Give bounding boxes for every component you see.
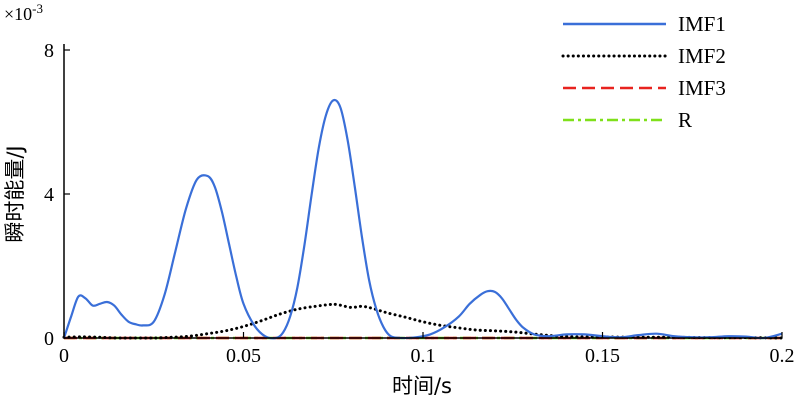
legend-label-r: R (678, 108, 692, 132)
x-tick-label: 0.05 (226, 345, 261, 367)
x-tick-label: 0 (59, 345, 69, 367)
y-tick-label: 4 (44, 184, 54, 206)
axes (63, 44, 782, 339)
x-tick-label: 0.15 (585, 345, 620, 367)
y-axis-multiplier: ×10-3 (4, 1, 43, 24)
x-axis-label: 时间/s (392, 374, 452, 398)
x-tick-label: 0.1 (411, 345, 436, 367)
y-multiplier-base: ×10 (4, 4, 32, 24)
y-multiplier-exponent: -3 (32, 1, 43, 16)
ticks: 0 0.05 0.1 0.15 0.2 0 4 8 (44, 40, 795, 367)
series-line-imf1 (62, 98, 783, 340)
plot-marks (62, 98, 784, 340)
y-axis-label: 瞬时能量/J (3, 145, 27, 242)
legend: IMF1 IMF2 IMF3 R (561, 12, 726, 132)
series-line-imf2 (62, 302, 784, 340)
y-tick-label: 0 (44, 328, 54, 350)
y-tick-label: 8 (44, 40, 54, 62)
legend-label-imf1: IMF1 (678, 12, 726, 36)
x-tick-label: 0.2 (770, 345, 795, 367)
legend-label-imf2: IMF2 (678, 44, 726, 68)
legend-label-imf3: IMF3 (678, 76, 726, 100)
